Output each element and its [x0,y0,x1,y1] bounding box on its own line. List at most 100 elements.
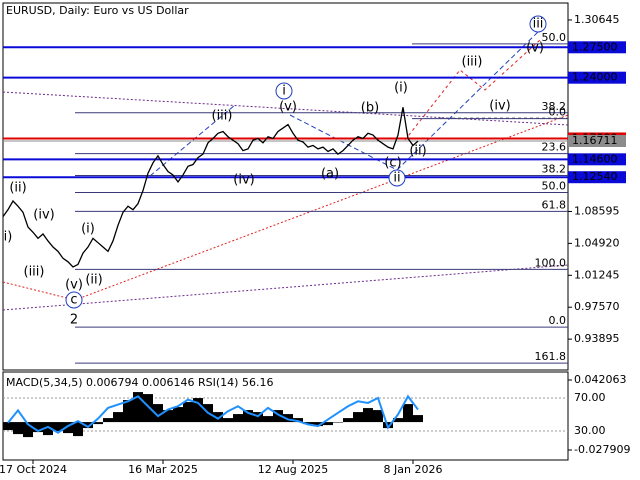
indicator-title: MACD(5,34,5) 0.006794 0.006146 RSI(14) 5… [6,376,273,389]
level-label: 1.27500 [572,40,618,53]
wave-label: (iii) [212,109,233,124]
y-tick-label: 0.042063 [574,373,627,386]
level-tag [568,171,626,184]
fib-label: 0.0 [549,106,567,119]
macd-bar [333,422,343,423]
wave-label: (iii) [462,55,483,70]
trend-lines [2,29,569,311]
macd-bar [353,412,363,423]
fib-label: 38.2 [542,163,567,176]
fib-label: 100.0 [535,256,567,269]
macd-bar [3,422,13,431]
macd-bar [183,402,193,423]
level-tag [568,41,626,54]
macd-bar [73,422,83,437]
wave-label: c [70,293,77,308]
trend-line [289,114,398,171]
y2-tick-label: 30.00 [574,424,606,437]
wave-label: 2 [70,313,78,328]
wave-circle [275,82,293,100]
wave-label: (ii) [85,273,102,288]
level-label: 1.12540 [572,170,618,183]
level-tag [568,153,626,166]
wave-label: (a) [321,167,339,182]
level-tag [568,71,626,84]
wave-circle [388,169,406,187]
y-tick-label: 1.04920 [574,236,620,249]
macd-bar [233,414,243,423]
macd-bar [123,400,133,423]
macd-bar [113,412,123,423]
wave-circle [65,291,83,309]
y-tick-label: 0.93895 [574,332,620,345]
x-tick-label: 8 Jan 2026 [384,463,443,476]
wave-circle [529,15,547,33]
macd-bar [363,408,373,423]
y-tick-label: 1.30645 [574,13,620,26]
y2-tick-label: 70.00 [574,391,606,404]
trend-line [2,281,76,301]
rsi-line [7,394,419,434]
macd-bar [33,422,43,433]
macd-bar [93,422,103,425]
y-tick-label: 1.01245 [574,268,620,281]
macd-bar [63,422,73,434]
price-line [2,107,419,268]
macd-bar [193,398,203,423]
macd-bar [13,422,23,435]
level-label: 1.24000 [572,71,618,84]
fib-label: 50.0 [542,31,567,44]
macd-bar [23,422,33,438]
fib-label: 61.8 [542,198,567,211]
wave-projection [404,39,541,141]
wave-label: (v) [65,278,83,293]
macd-bar [323,422,333,426]
x-tick-label: 17 Oct 2024 [0,463,67,476]
y-tick-label: 1.08595 [574,204,620,217]
trend-line [2,264,569,311]
wave-label: (iv) [489,99,510,114]
price-frame [2,2,569,371]
macd-bar [273,410,283,423]
wave-label: (i) [81,222,95,237]
x-tick-label: 16 Mar 2025 [128,463,198,476]
wave-label: (v) [526,41,544,56]
macd-bar [83,422,93,429]
fib-label: 161.8 [535,350,567,363]
macd-bar [373,410,383,423]
macd-bar [223,418,233,423]
wave-label: i [282,84,286,99]
fib-label: 50.0 [542,179,567,192]
x-tick-label: 12 Aug 2025 [258,463,328,476]
current-price-label: 1.16711 [572,134,618,147]
macd-bar [293,418,303,423]
wave-label: (ii) [9,181,26,196]
macd-bar [403,404,413,423]
macd-bar [163,410,173,423]
level-label: 1.14600 [572,152,618,165]
wave-label: (v) [279,100,297,115]
macd-bar [343,418,353,423]
wave-label: (i) [394,81,408,96]
macd-bar [283,414,293,423]
macd-bar [133,392,143,423]
macd-bar [243,410,253,423]
macd-bar [263,416,273,423]
fib-label: 0.0 [549,314,567,327]
macd-bar [153,404,163,423]
macd-bar [393,418,403,423]
macd-bar [213,412,223,423]
wave-label: (iv) [33,208,54,223]
trend-line [396,29,541,171]
macd-bar [103,418,113,423]
y-tick-label: 0.97570 [574,300,620,313]
fib-label: 38.2 [542,100,567,113]
y-tick-label: -0.027909 [574,443,630,456]
wave-label: (b) [361,101,379,116]
wave-label: (c) [384,156,401,171]
macd-bar [173,407,183,423]
macd-bar [143,394,153,423]
wave-label: ii [393,171,400,186]
indicator-frame [2,371,569,461]
